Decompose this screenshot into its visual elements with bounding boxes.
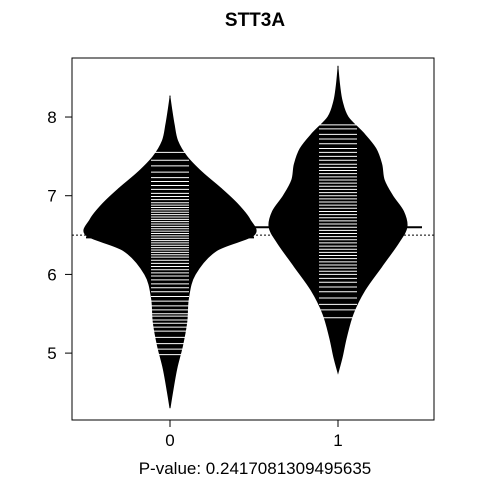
y-tick-label: 7 <box>47 187 56 206</box>
bean-1 <box>268 65 408 375</box>
plot-area <box>72 65 434 409</box>
y-axis: 5 6 7 8 <box>47 108 72 363</box>
plot-frame <box>71 57 435 421</box>
x-tick-label: 0 <box>165 431 174 450</box>
y-tick-label: 5 <box>47 344 56 363</box>
y-tick-label: 6 <box>47 265 56 284</box>
x-axis-label: P-value: 0.2417081309495635 <box>139 459 372 478</box>
chart-title: STT3A <box>225 10 285 31</box>
y-tick-label: 8 <box>47 108 56 127</box>
x-tick-label: 1 <box>333 431 342 450</box>
